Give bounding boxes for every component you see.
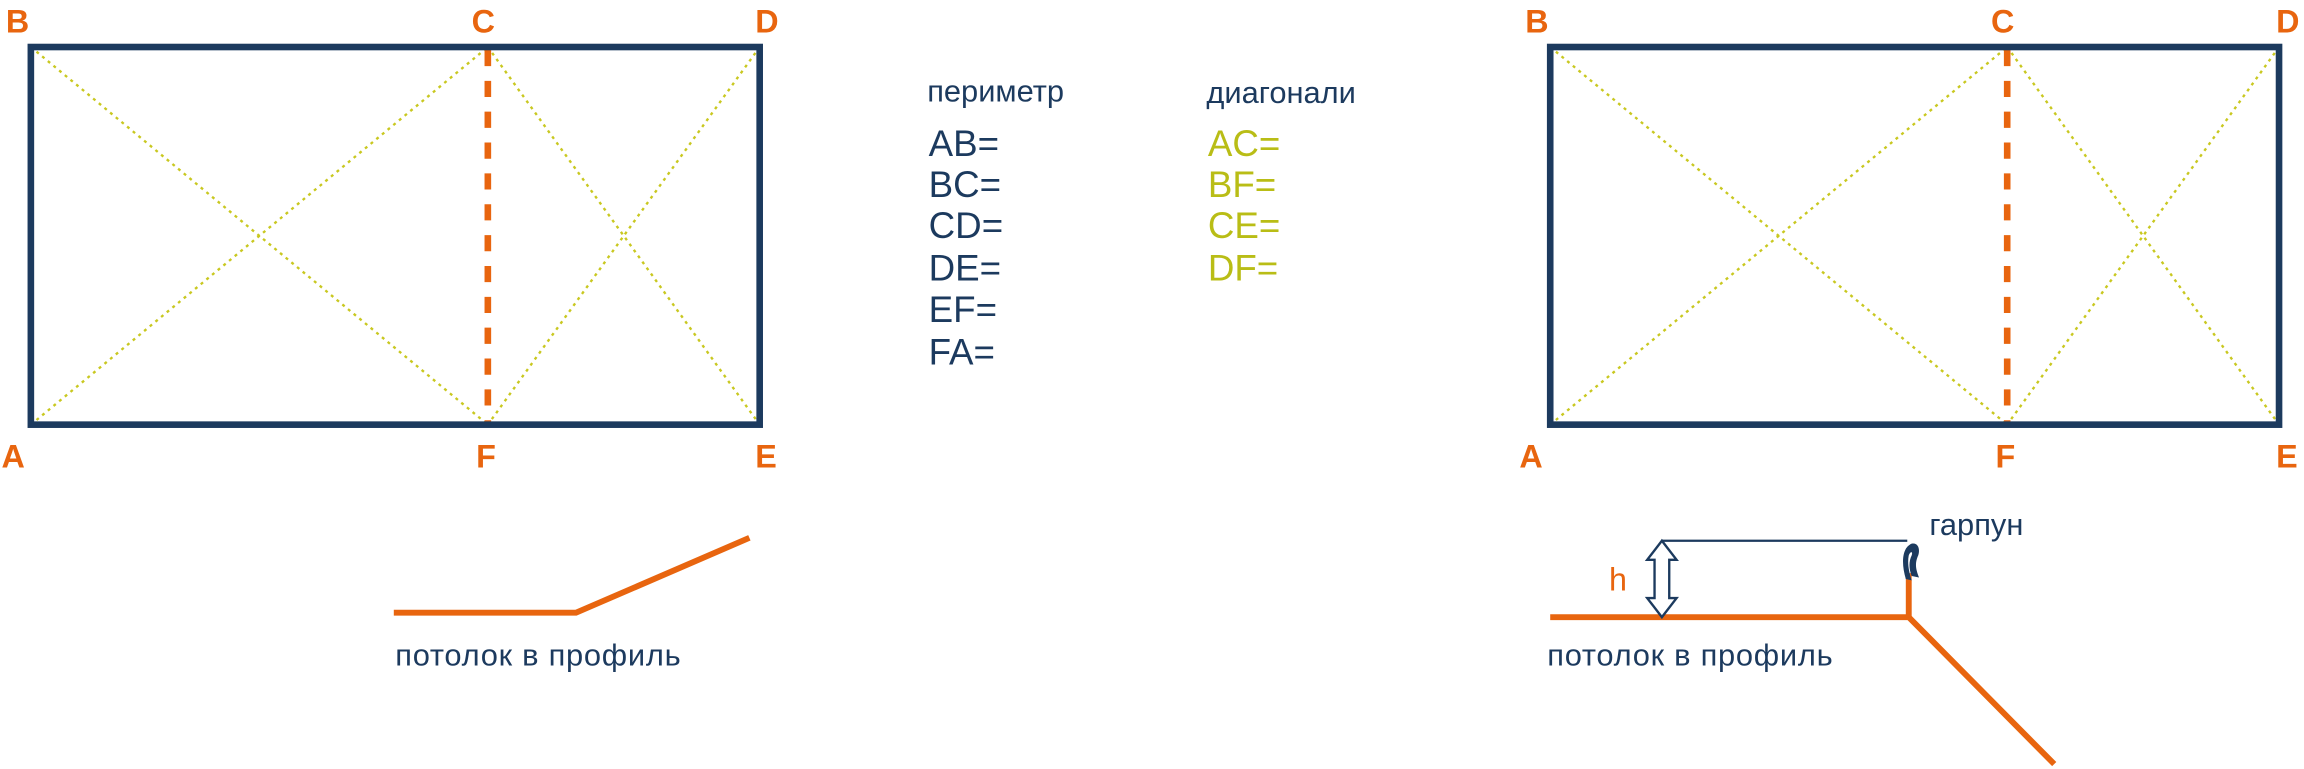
harpoon-icon [1903, 543, 1920, 581]
diagonals-list: диагонали AC= BF= CE= DF= [1206, 75, 1356, 289]
left-vertex-c: C [472, 3, 495, 39]
perimeter-list: периметр AB= BC= CD= DE= EF= FA= [927, 73, 1064, 372]
left-room-plan: A B C D E F [1, 3, 778, 474]
left-diagonal-ce [486, 46, 761, 426]
diagonal-item-bf: BF= [1208, 164, 1276, 205]
diagonal-item-df: DF= [1208, 248, 1278, 289]
right-vertex-c: C [1991, 3, 2014, 39]
perimeter-item-ef: EF= [929, 289, 997, 330]
perimeter-item-fa: FA= [929, 331, 995, 372]
diagonal-item-ce: CE= [1208, 205, 1280, 246]
right-vertex-b: B [1525, 3, 1548, 39]
left-vertex-f: F [476, 438, 496, 474]
left-vertex-b: B [6, 3, 29, 39]
left-ceiling-profile: потолок в профиль [393, 535, 751, 673]
right-room-plan: A B C D E F [1519, 3, 2299, 474]
left-diagonal-bf [30, 46, 489, 426]
perimeter-heading: периметр [927, 73, 1064, 108]
height-label: h [1609, 562, 1627, 598]
harpoon-label: гарпун [1929, 507, 2023, 542]
left-room-outline [27, 43, 763, 428]
left-diagonal-df [486, 46, 761, 426]
left-profile-line [393, 535, 751, 616]
right-vertex-d: D [2276, 3, 2299, 39]
left-vertex-a: A [1, 438, 24, 474]
left-profile-caption: потолок в профиль [395, 638, 681, 673]
perimeter-item-de: DE= [929, 248, 1001, 289]
perimeter-item-bc: BC= [929, 164, 1001, 205]
diagonal-item-ac: AC= [1208, 123, 1280, 164]
right-profile-caption: потолок в профиль [1547, 638, 1833, 673]
right-room-outline [1546, 43, 2283, 428]
right-ceiling-profile: h гарпун потолок в профиль [1547, 507, 2057, 767]
height-double-arrow [1644, 538, 1679, 620]
diagonals-heading: диагонали [1206, 75, 1356, 110]
right-vertex-e: E [2276, 438, 2298, 474]
right-vertex-a: A [1519, 438, 1542, 474]
left-vertex-d: D [755, 3, 778, 39]
left-vertex-e: E [755, 438, 777, 474]
right-diagonal-bf [1549, 46, 2008, 426]
perimeter-item-ab: AB= [929, 123, 999, 164]
perimeter-item-cd: CD= [929, 205, 1003, 246]
right-vertex-f: F [1995, 438, 2015, 474]
